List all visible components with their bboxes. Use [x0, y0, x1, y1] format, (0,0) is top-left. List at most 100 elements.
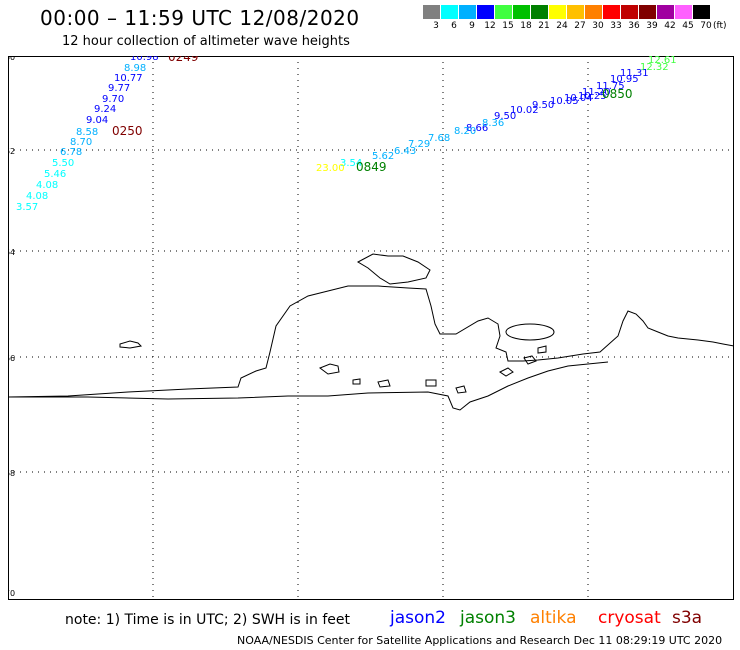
swh-value: 11.20 [582, 87, 611, 98]
scale-swatch [585, 5, 602, 19]
swh-value: 11.31 [620, 68, 649, 79]
lat-label: -62 [8, 147, 15, 156]
swh-value: 3.54 [340, 158, 362, 169]
scale-swatch [423, 5, 440, 19]
island-small-3 [377, 379, 391, 388]
scale-unit: (ft) [713, 21, 727, 31]
scale-swatch [513, 5, 530, 19]
scale-label: 45 [682, 21, 694, 31]
scale-swatch [621, 5, 638, 19]
swh-value: 9.50 [494, 111, 516, 122]
satellite-s3a: s3a [672, 608, 703, 628]
scale-swatch [603, 5, 620, 19]
scale-label: 70 [700, 21, 712, 31]
swh-value: 9.04 [86, 115, 108, 126]
scale-swatch [567, 5, 584, 19]
island-small-5 [455, 385, 467, 394]
scale-label: 36 [628, 21, 640, 31]
swh-value: 7.29 [408, 139, 430, 150]
scale-swatch [459, 5, 476, 19]
lat-label: -68 [8, 469, 15, 478]
island-small-7 [523, 355, 537, 365]
swh-value: 8.58 [76, 127, 98, 138]
swh-value: 4.08 [36, 180, 58, 191]
track-labels: 10.988.9810.779.779.709.249.048.588.706.… [16, 56, 677, 213]
island-small-8 [537, 345, 547, 354]
axis-labels: -60-62-64-66-68-7090939699102105 [8, 56, 15, 598]
wave-height-map: -60-62-64-66-68-7090939699102105 10.988.… [8, 56, 734, 600]
ice-shelf-coast [8, 285, 734, 398]
island-small-1 [318, 363, 340, 375]
time-label: 0849 [356, 160, 387, 174]
swh-value: 6.78 [60, 147, 82, 158]
scale-label: 12 [484, 21, 496, 31]
map-frame [8, 56, 734, 600]
swh-value: 8.66 [466, 123, 488, 134]
scale-swatch [531, 5, 548, 19]
island-small-6 [499, 367, 514, 377]
scale-swatch [693, 5, 710, 19]
swh-value: 9.50 [532, 100, 554, 111]
swh-value: 10.05 [550, 96, 579, 107]
scale-label: 6 [451, 21, 457, 31]
lat-label: -70 [8, 589, 15, 598]
page-title: 00:00 – 11:59 UTC 12/08/2020 [40, 6, 360, 30]
scale-swatch [657, 5, 674, 19]
swh-value: 3.57 [16, 202, 38, 213]
island-north [356, 253, 431, 285]
satellite-jason2: jason2 [390, 608, 446, 628]
swh-value: 10.02 [510, 105, 539, 116]
swh-value: 5.62 [372, 151, 394, 162]
scale-label: 15 [502, 21, 514, 31]
swh-value: 9.70 [102, 94, 124, 105]
scale-label: 27 [574, 21, 586, 31]
scale-swatch [441, 5, 458, 19]
swh-value: 12.32 [640, 62, 669, 73]
swh-value: 10.77 [114, 73, 143, 84]
scale-label: 9 [469, 21, 475, 31]
scale-label: 30 [592, 21, 604, 31]
graticule [8, 56, 734, 600]
note-text: note: 1) Time is in UTC; 2) SWH is in fe… [65, 612, 351, 628]
time-label: 0249 [168, 56, 199, 64]
swh-value: 10.98 [130, 56, 159, 63]
swh-value: 4.08 [26, 191, 48, 202]
scale-swatch [477, 5, 494, 19]
scale-swatch [549, 5, 566, 19]
swh-value: 5.46 [44, 169, 66, 180]
satellite-jason3: jason3 [460, 608, 516, 628]
island-east [505, 323, 555, 341]
time-label: 0250 [112, 124, 143, 138]
swh-value: 5.50 [52, 158, 74, 169]
scale-label: 33 [610, 21, 622, 31]
swh-value: 10.95 [610, 74, 639, 85]
scale-label: 3 [433, 21, 439, 31]
satellite-altika: altika [530, 608, 577, 628]
swh-value: 8.70 [70, 137, 92, 148]
swh-value: 9.77 [108, 83, 130, 94]
swh-value: 10.04 [564, 93, 593, 104]
page-subtitle: 12 hour collection of altimeter wave hei… [62, 34, 350, 49]
island-small-4 [425, 379, 437, 387]
swh-value: 8.36 [482, 118, 504, 129]
lat-label: -60 [8, 56, 15, 62]
swh-value: 8.20 [454, 126, 476, 137]
scale-label: 39 [646, 21, 658, 31]
scale-label: 21 [538, 21, 550, 31]
scale-label: 18 [520, 21, 532, 31]
swh-value: 11.75 [596, 81, 625, 92]
lat-label: -64 [8, 248, 15, 257]
swh-value: 12.61 [648, 56, 677, 66]
swh-value: 6.43 [394, 146, 416, 157]
coast-lower [8, 361, 609, 411]
time-label: 0850 [602, 87, 633, 101]
swh-value: 9.24 [94, 104, 116, 115]
swh-value: 23.00 [316, 163, 345, 174]
scale-label: 42 [664, 21, 676, 31]
island-west [119, 340, 143, 349]
scale-swatch [495, 5, 512, 19]
swh-value: 10.25 [578, 91, 607, 102]
island-small-2 [352, 378, 361, 385]
footer-credit: NOAA/NESDIS Center for Satellite Applica… [237, 634, 723, 647]
scale-swatch [675, 5, 692, 19]
